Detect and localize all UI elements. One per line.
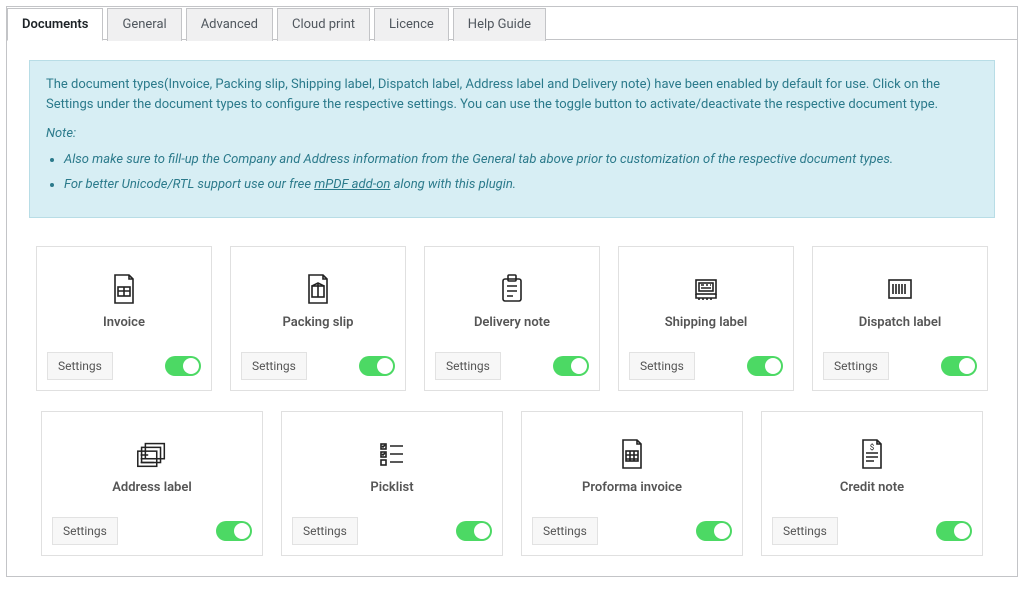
card-packing-slip: Packing slip Settings [230,246,406,391]
tab-content: The document types(Invoice, Packing slip… [7,40,1017,576]
svg-text:$: $ [870,443,875,452]
settings-button[interactable]: Settings [532,517,598,545]
proforma-invoice-icon [614,436,650,472]
settings-button[interactable]: Settings [772,517,838,545]
picklist-icon [374,436,410,472]
settings-button[interactable]: Settings [52,517,118,545]
card-delivery-note: Delivery note Settings [424,246,600,391]
dispatch-label-icon [882,271,918,307]
tab-help-guide[interactable]: Help Guide [453,8,546,41]
mpdf-addon-link[interactable]: mPDF add-on [314,177,390,192]
info-notice: The document types(Invoice, Packing slip… [29,60,995,218]
toggle-switch[interactable] [936,521,972,541]
packing-slip-icon [300,271,336,307]
document-grid-row1: Invoice Settings Packing slip Settings [29,246,995,391]
tab-advanced[interactable]: Advanced [186,8,273,41]
card-address-label: Address label Settings [41,411,263,556]
toggle-switch[interactable] [456,521,492,541]
card-picklist: Picklist Settings [281,411,503,556]
card-title: Packing slip [283,315,354,330]
card-title: Invoice [103,315,145,330]
invoice-icon [106,271,142,307]
notice-note-label: Note: [46,124,978,144]
settings-button[interactable]: Settings [823,352,889,380]
toggle-switch[interactable] [553,356,589,376]
notice-bullet-1: Also make sure to fill-up the Company an… [64,150,978,170]
address-label-icon [134,436,170,472]
settings-button[interactable]: Settings [241,352,307,380]
notice-bullet-2-suffix: along with this plugin. [390,177,516,192]
card-shipping-label: Shipping label Settings [618,246,794,391]
settings-button[interactable]: Settings [292,517,358,545]
document-grid-row2: Address label Settings Picklist Settings [29,411,995,556]
tab-bar: Documents General Advanced Cloud print L… [7,7,1017,40]
toggle-switch[interactable] [359,356,395,376]
tab-cloud-print[interactable]: Cloud print [277,8,370,41]
tab-licence[interactable]: Licence [374,8,449,41]
card-title: Dispatch label [859,315,942,330]
shipping-label-icon [688,271,724,307]
toggle-switch[interactable] [696,521,732,541]
notice-bullet-2: For better Unicode/RTL support use our f… [64,175,978,195]
settings-button[interactable]: Settings [629,352,695,380]
tab-documents[interactable]: Documents [7,8,103,41]
notice-bullet-2-prefix: For better Unicode/RTL support use our f… [64,177,314,192]
credit-note-icon: $ [854,436,890,472]
card-dispatch-label: Dispatch label Settings [812,246,988,391]
card-title: Shipping label [665,315,748,330]
card-credit-note: $ Credit note Settings [761,411,983,556]
card-title: Picklist [370,480,413,495]
toggle-switch[interactable] [941,356,977,376]
card-title: Delivery note [474,315,550,330]
toggle-switch[interactable] [747,356,783,376]
card-invoice: Invoice Settings [36,246,212,391]
card-title: Proforma invoice [582,480,682,495]
card-proforma-invoice: Proforma invoice Settings [521,411,743,556]
settings-panel: Documents General Advanced Cloud print L… [6,6,1018,577]
card-title: Credit note [840,480,904,495]
toggle-switch[interactable] [165,356,201,376]
toggle-switch[interactable] [216,521,252,541]
settings-button[interactable]: Settings [47,352,113,380]
settings-button[interactable]: Settings [435,352,501,380]
tab-general[interactable]: General [107,8,181,41]
card-title: Address label [112,480,192,495]
notice-main-text: The document types(Invoice, Packing slip… [46,75,978,114]
delivery-note-icon [494,271,530,307]
